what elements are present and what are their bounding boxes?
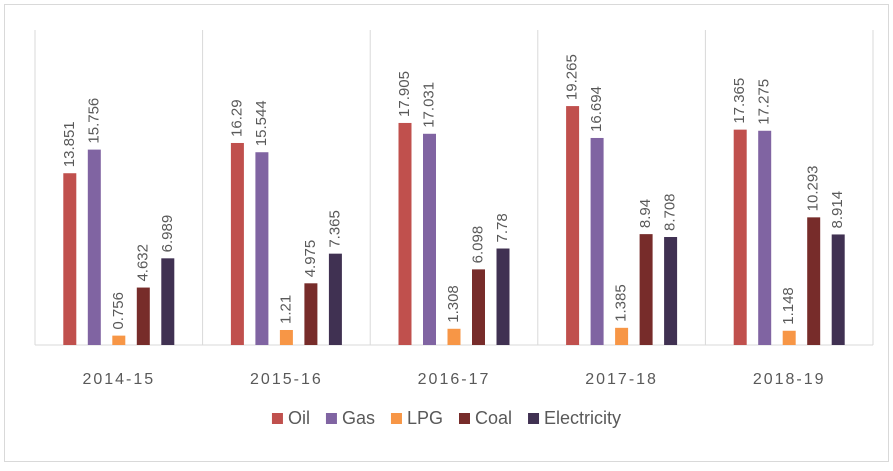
x-tick-label: 2016-17 bbox=[418, 371, 491, 388]
bar bbox=[639, 234, 653, 345]
bar bbox=[398, 122, 412, 346]
bar bbox=[304, 283, 318, 345]
bar bbox=[87, 149, 101, 345]
bar bbox=[423, 133, 436, 345]
bar bbox=[664, 237, 678, 345]
bar bbox=[807, 217, 821, 345]
legend-label: LPG bbox=[407, 408, 443, 428]
value-label: 17.365 bbox=[731, 78, 748, 124]
x-tick-label: 2017-18 bbox=[585, 371, 658, 388]
legend-label: Gas bbox=[342, 408, 375, 428]
chart-border bbox=[4, 4, 889, 462]
x-tick-label: 2014-15 bbox=[82, 371, 155, 388]
legend-swatch bbox=[528, 413, 540, 424]
value-label: 17.275 bbox=[756, 79, 773, 125]
value-label: 17.905 bbox=[396, 71, 413, 117]
bar bbox=[112, 335, 126, 345]
value-label: 15.756 bbox=[85, 98, 102, 144]
bar bbox=[472, 269, 485, 345]
bar bbox=[230, 142, 244, 345]
value-label: 10.293 bbox=[805, 165, 822, 211]
bar bbox=[782, 330, 796, 345]
value-label: 6.098 bbox=[469, 226, 486, 264]
value-label: 6.989 bbox=[159, 215, 176, 253]
value-label: 4.632 bbox=[134, 244, 151, 282]
bar bbox=[566, 106, 580, 345]
x-tick-label: 2018-19 bbox=[753, 371, 826, 388]
legend-swatch bbox=[271, 413, 283, 424]
bar bbox=[255, 152, 269, 345]
value-label: 16.694 bbox=[588, 86, 605, 132]
legend-swatch bbox=[459, 413, 470, 424]
legend-swatch bbox=[390, 413, 402, 424]
bar bbox=[733, 129, 747, 345]
value-label: 1.21 bbox=[277, 295, 294, 324]
value-label: 1.385 bbox=[613, 284, 630, 322]
value-label: 1.308 bbox=[445, 285, 462, 323]
legend-label: Oil bbox=[288, 408, 310, 428]
legend-label: Electricity bbox=[544, 408, 621, 428]
value-label: 13.851 bbox=[61, 121, 78, 167]
bar bbox=[496, 248, 510, 345]
bar bbox=[831, 234, 845, 345]
bar bbox=[161, 258, 175, 345]
value-label: 7.365 bbox=[326, 210, 343, 248]
x-tick-label: 2015-16 bbox=[250, 371, 323, 388]
value-label: 8.708 bbox=[662, 193, 679, 231]
bar bbox=[63, 173, 77, 345]
value-label: 17.031 bbox=[420, 82, 437, 128]
value-label: 4.975 bbox=[302, 240, 319, 278]
bar bbox=[136, 287, 150, 345]
bar bbox=[590, 137, 604, 345]
bar bbox=[758, 130, 772, 345]
value-label: 19.265 bbox=[564, 54, 581, 100]
bar bbox=[447, 328, 461, 345]
bar bbox=[615, 327, 629, 345]
value-label: 7.78 bbox=[494, 213, 511, 242]
bar bbox=[328, 253, 342, 345]
legend-label: Coal bbox=[475, 408, 512, 428]
bar bbox=[279, 329, 293, 345]
value-label: 8.94 bbox=[637, 199, 654, 228]
value-label: 15.544 bbox=[253, 100, 270, 146]
value-label: 16.29 bbox=[228, 99, 245, 137]
legend-swatch bbox=[325, 413, 337, 424]
value-label: 0.756 bbox=[110, 292, 127, 330]
value-label: 1.148 bbox=[780, 287, 797, 325]
value-label: 8.914 bbox=[829, 191, 846, 229]
